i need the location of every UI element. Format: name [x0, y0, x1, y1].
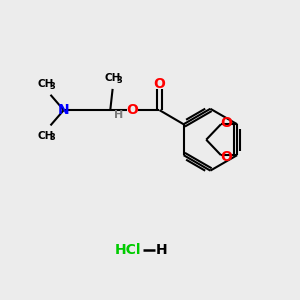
Text: O: O: [220, 116, 232, 130]
Text: H: H: [156, 243, 168, 257]
Text: 3: 3: [50, 134, 56, 142]
Text: N: N: [57, 103, 69, 116]
Text: CH: CH: [104, 73, 121, 83]
Text: 3: 3: [50, 82, 56, 91]
Text: H: H: [114, 110, 123, 120]
Text: O: O: [153, 77, 165, 91]
Text: O: O: [126, 103, 138, 117]
Text: CH: CH: [38, 79, 54, 89]
Text: CH: CH: [38, 131, 54, 141]
Text: 3: 3: [116, 76, 122, 85]
Text: O: O: [220, 150, 232, 164]
Text: HCl: HCl: [115, 243, 141, 257]
